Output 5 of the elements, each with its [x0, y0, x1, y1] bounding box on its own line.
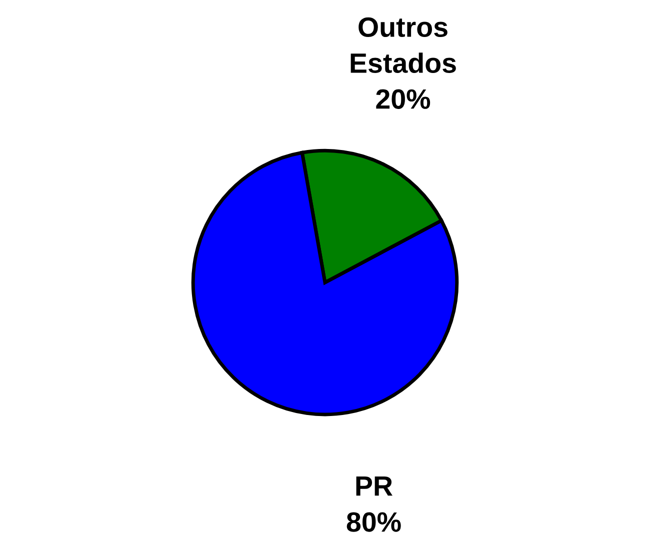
pie-slice — [191, 150, 459, 416]
data-label: 80% — [346, 512, 401, 532]
data-label: 20% — [376, 89, 430, 109]
slice-label: PR — [356, 476, 392, 496]
slice-label: Outros Estados — [350, 17, 456, 73]
